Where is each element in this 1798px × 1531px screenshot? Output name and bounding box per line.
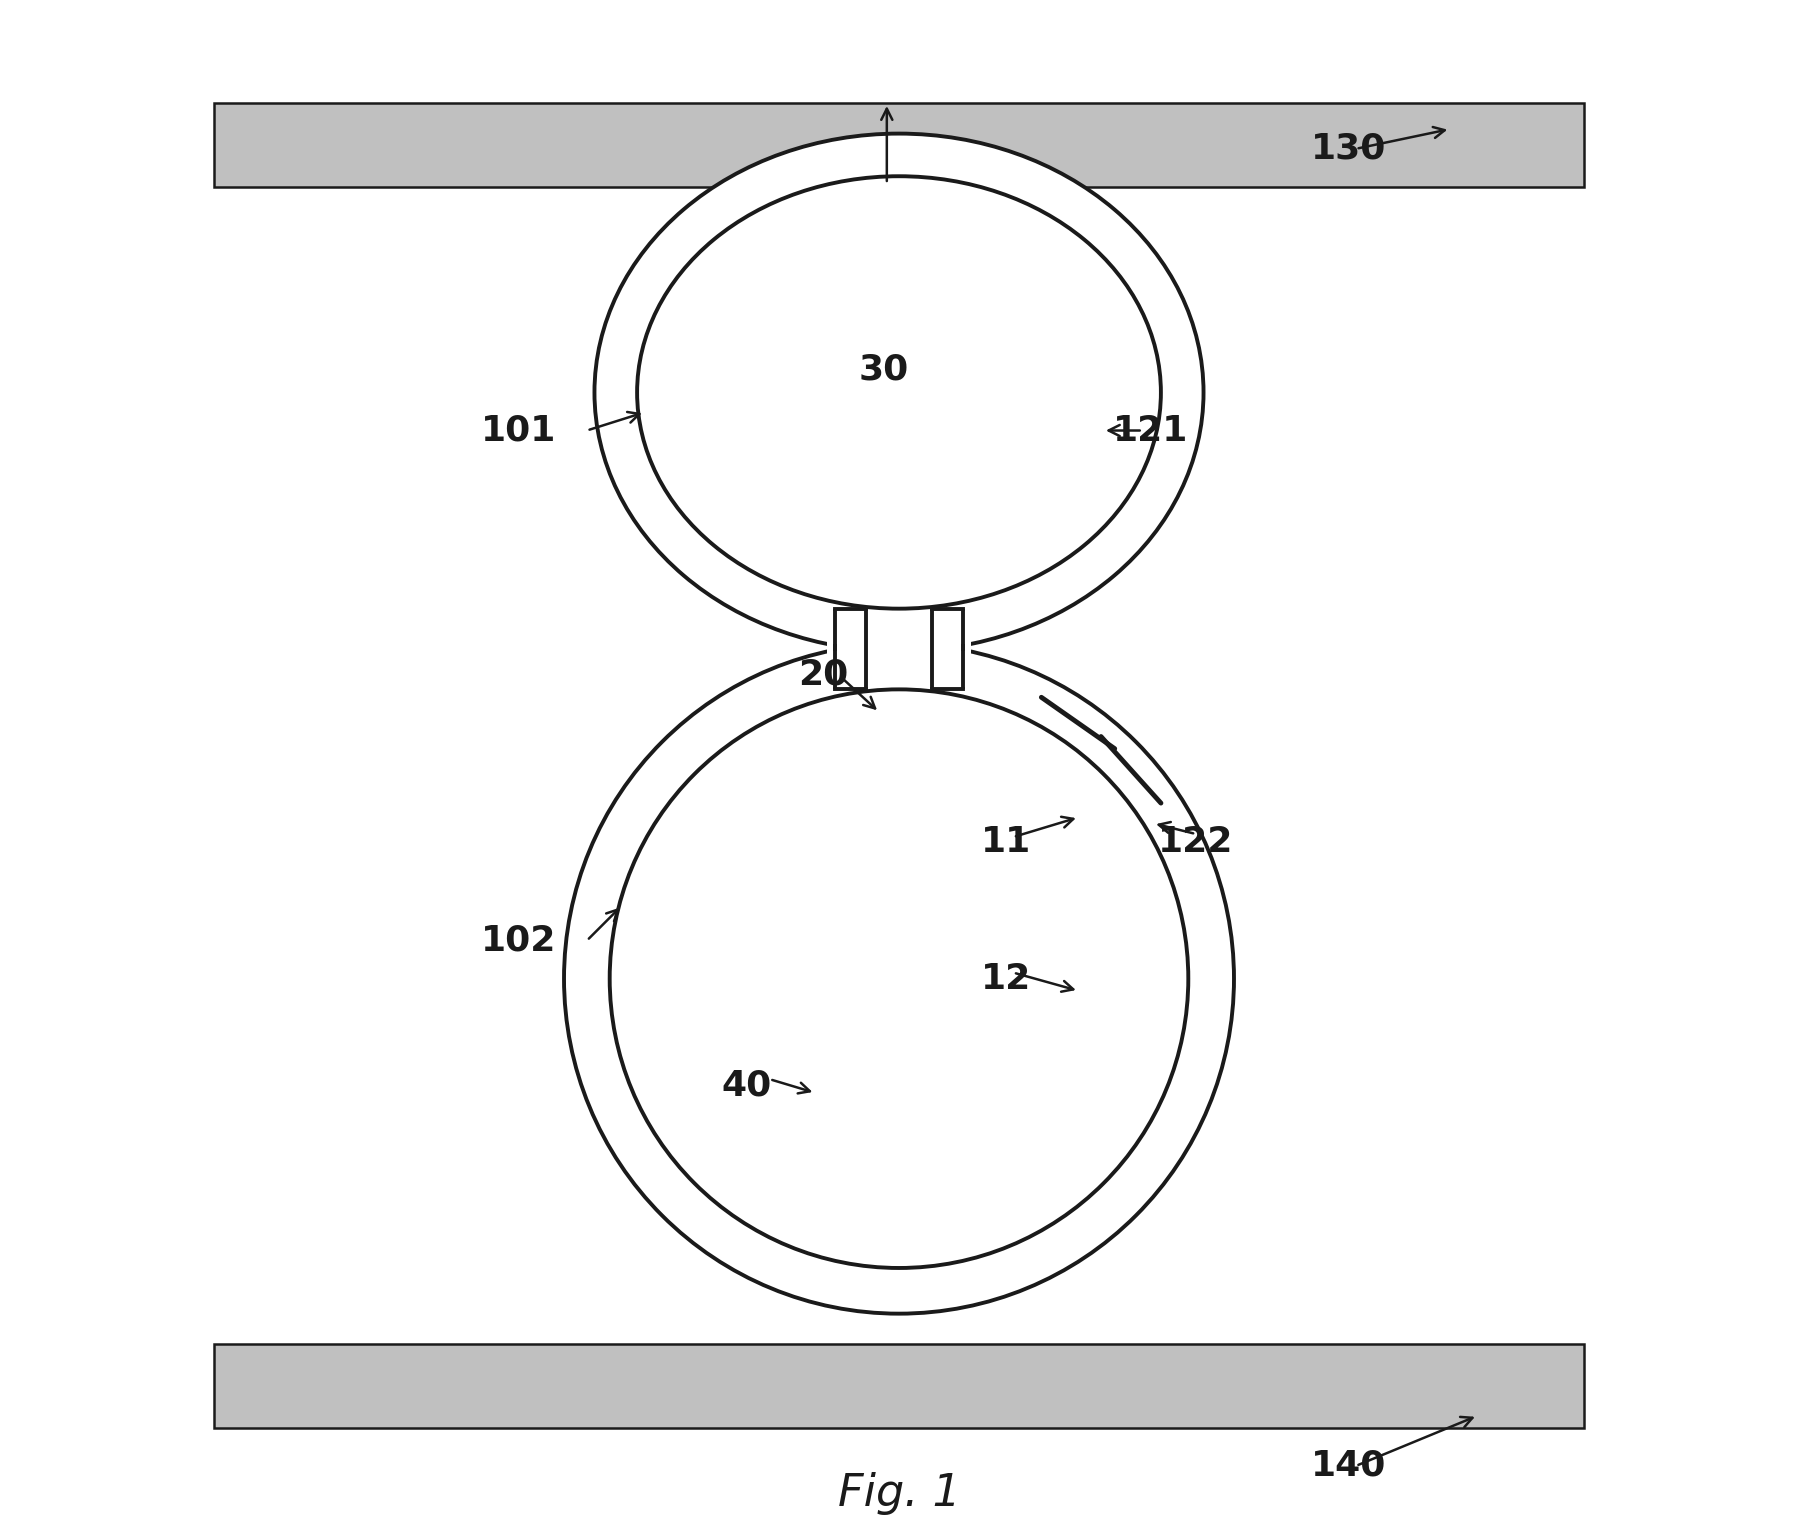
- Bar: [214, 103, 1584, 187]
- Bar: [214, 1344, 1584, 1428]
- Text: 121: 121: [1113, 413, 1188, 447]
- Ellipse shape: [610, 689, 1188, 1268]
- Text: 20: 20: [798, 657, 849, 690]
- Text: 12: 12: [980, 961, 1030, 995]
- Text: 40: 40: [721, 1069, 771, 1102]
- Text: 130: 130: [1311, 132, 1386, 165]
- Text: 11: 11: [980, 825, 1030, 859]
- Ellipse shape: [636, 176, 1162, 609]
- Text: 102: 102: [480, 923, 556, 957]
- Bar: [827, 635, 971, 658]
- Text: 140: 140: [1311, 1448, 1386, 1484]
- Text: Fig. 1: Fig. 1: [838, 1471, 960, 1514]
- Text: 30: 30: [859, 352, 910, 387]
- Text: 122: 122: [1158, 825, 1233, 859]
- Ellipse shape: [595, 133, 1203, 651]
- Text: 101: 101: [480, 413, 556, 447]
- Ellipse shape: [565, 643, 1233, 1314]
